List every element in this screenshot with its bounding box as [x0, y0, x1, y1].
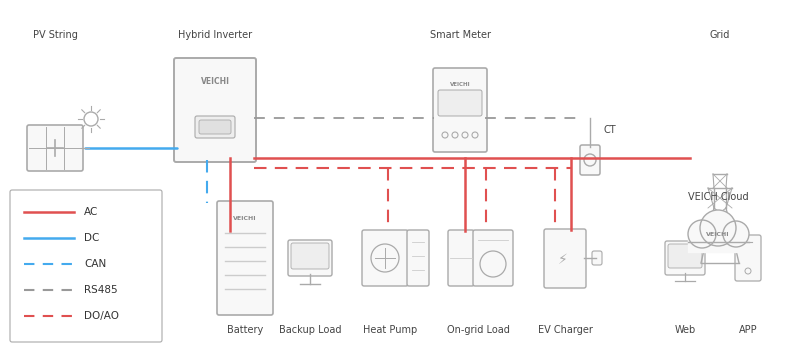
Text: Grid: Grid — [710, 30, 730, 40]
Text: ⚡: ⚡ — [558, 253, 568, 267]
Text: Backup Load: Backup Load — [278, 325, 342, 335]
FancyBboxPatch shape — [433, 68, 487, 152]
FancyBboxPatch shape — [199, 120, 231, 134]
FancyBboxPatch shape — [27, 125, 83, 171]
Text: DO/AO: DO/AO — [84, 311, 119, 321]
FancyBboxPatch shape — [362, 230, 408, 286]
Text: CT: CT — [604, 125, 616, 135]
Text: Smart Meter: Smart Meter — [430, 30, 490, 40]
FancyBboxPatch shape — [10, 190, 162, 342]
FancyBboxPatch shape — [448, 230, 474, 286]
Text: Web: Web — [674, 325, 696, 335]
Text: Hybrid Inverter: Hybrid Inverter — [178, 30, 252, 40]
Text: VEICHI: VEICHI — [201, 77, 230, 86]
Text: DC: DC — [84, 233, 99, 243]
Text: VEICHI: VEICHI — [706, 232, 730, 237]
FancyBboxPatch shape — [174, 58, 256, 162]
Text: EV Charger: EV Charger — [538, 325, 593, 335]
Text: RS485: RS485 — [84, 285, 118, 295]
FancyBboxPatch shape — [217, 201, 273, 315]
FancyBboxPatch shape — [735, 235, 761, 281]
FancyBboxPatch shape — [668, 244, 702, 268]
Text: Battery: Battery — [227, 325, 263, 335]
Circle shape — [723, 221, 749, 247]
FancyBboxPatch shape — [544, 229, 586, 288]
Text: PV String: PV String — [33, 30, 78, 40]
FancyBboxPatch shape — [592, 251, 602, 265]
FancyBboxPatch shape — [195, 116, 235, 138]
Circle shape — [688, 220, 716, 248]
Text: VEICHI: VEICHI — [233, 216, 257, 221]
Circle shape — [700, 210, 736, 246]
FancyBboxPatch shape — [580, 145, 600, 175]
FancyBboxPatch shape — [473, 230, 513, 286]
Text: VEICH Cloud: VEICH Cloud — [688, 192, 748, 202]
FancyBboxPatch shape — [288, 240, 332, 276]
Text: VEICHI: VEICHI — [450, 82, 470, 87]
Text: AC: AC — [84, 207, 98, 217]
FancyBboxPatch shape — [407, 230, 429, 286]
FancyBboxPatch shape — [665, 241, 705, 275]
Text: Heat Pump: Heat Pump — [363, 325, 417, 335]
Text: On-grid Load: On-grid Load — [446, 325, 510, 335]
Text: CAN: CAN — [84, 259, 106, 269]
FancyBboxPatch shape — [438, 90, 482, 116]
Text: APP: APP — [738, 325, 758, 335]
FancyBboxPatch shape — [291, 243, 329, 269]
